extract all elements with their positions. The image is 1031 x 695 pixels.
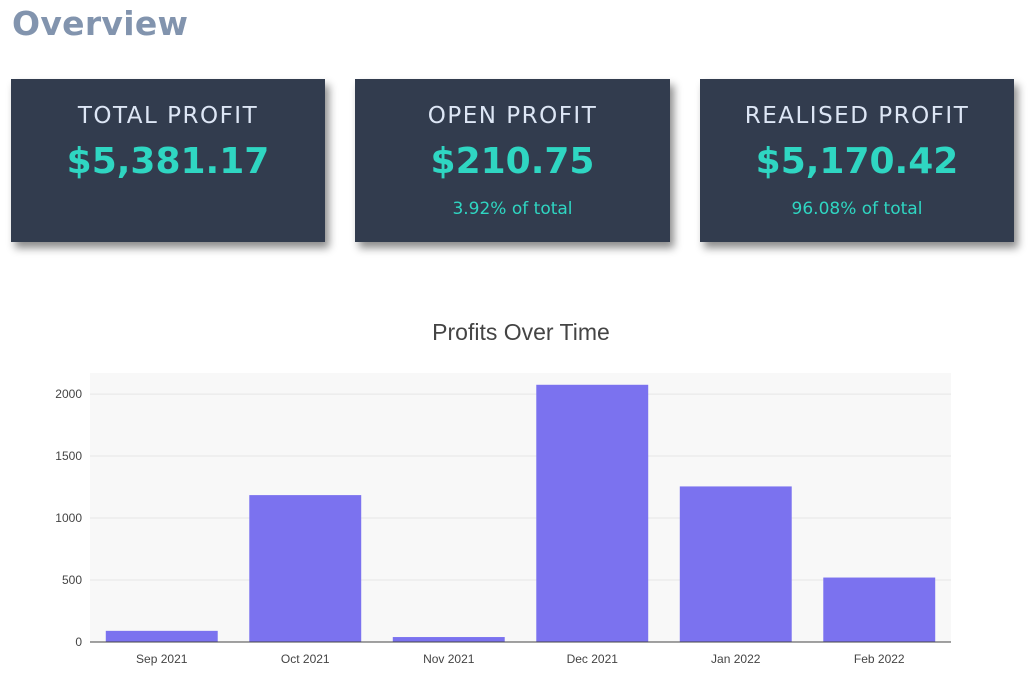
y-tick-label: 0 (75, 635, 82, 649)
bar-feb-2022[interactable] (823, 577, 936, 642)
bar-jan-2022[interactable] (679, 486, 792, 642)
open-profit-label: OPEN PROFIT (427, 103, 598, 129)
x-tick-label: Dec 2021 (567, 652, 619, 666)
y-tick-label: 1500 (55, 449, 82, 463)
open-profit-card: OPEN PROFIT $210.75 3.92% of total (355, 79, 670, 242)
profits-over-time-chart: Profits Over Time 0 500 1000 1500 2000 Sep 2… (55, 319, 951, 666)
x-axis-ticks: Sep 2021 Oct 2021 Nov 2021 Dec 2021 Jan 2022… (136, 652, 905, 666)
realised-profit-value: $5,170.42 (755, 141, 959, 182)
y-tick-label: 1000 (55, 511, 82, 525)
total-profit-card: TOTAL PROFIT $5,381.17 (11, 79, 325, 242)
realised-profit-label: REALISED PROFIT (744, 103, 970, 129)
bar-oct-2021[interactable] (249, 495, 362, 642)
bar-nov-2021[interactable] (392, 637, 505, 642)
bars (105, 384, 936, 642)
total-profit-label: TOTAL PROFIT (77, 103, 259, 129)
x-tick-label: Nov 2021 (423, 652, 475, 666)
x-tick-label: Feb 2022 (854, 652, 905, 666)
x-tick-label: Jan 2022 (711, 652, 761, 666)
plot-background (90, 373, 951, 642)
gridlines (90, 393, 951, 581)
page-title: Overview (12, 4, 189, 43)
y-tick-label: 500 (62, 573, 82, 587)
bar-dec-2021[interactable] (536, 384, 649, 642)
open-profit-value: $210.75 (430, 141, 595, 182)
realised-profit-card: REALISED PROFIT $5,170.42 96.08% of tota… (700, 79, 1014, 242)
chart-title: Profits Over Time (432, 319, 610, 345)
total-profit-value: $5,381.17 (66, 141, 270, 182)
x-tick-label: Oct 2021 (281, 652, 330, 666)
y-tick-label: 2000 (55, 387, 82, 401)
x-tick-label: Sep 2021 (136, 652, 188, 666)
bar-sep-2021[interactable] (105, 630, 218, 642)
open-profit-percentage: 3.92% of total (452, 199, 573, 219)
y-axis-ticks: 0 500 1000 1500 2000 (55, 387, 82, 649)
realised-profit-percentage: 96.08% of total (791, 199, 923, 219)
